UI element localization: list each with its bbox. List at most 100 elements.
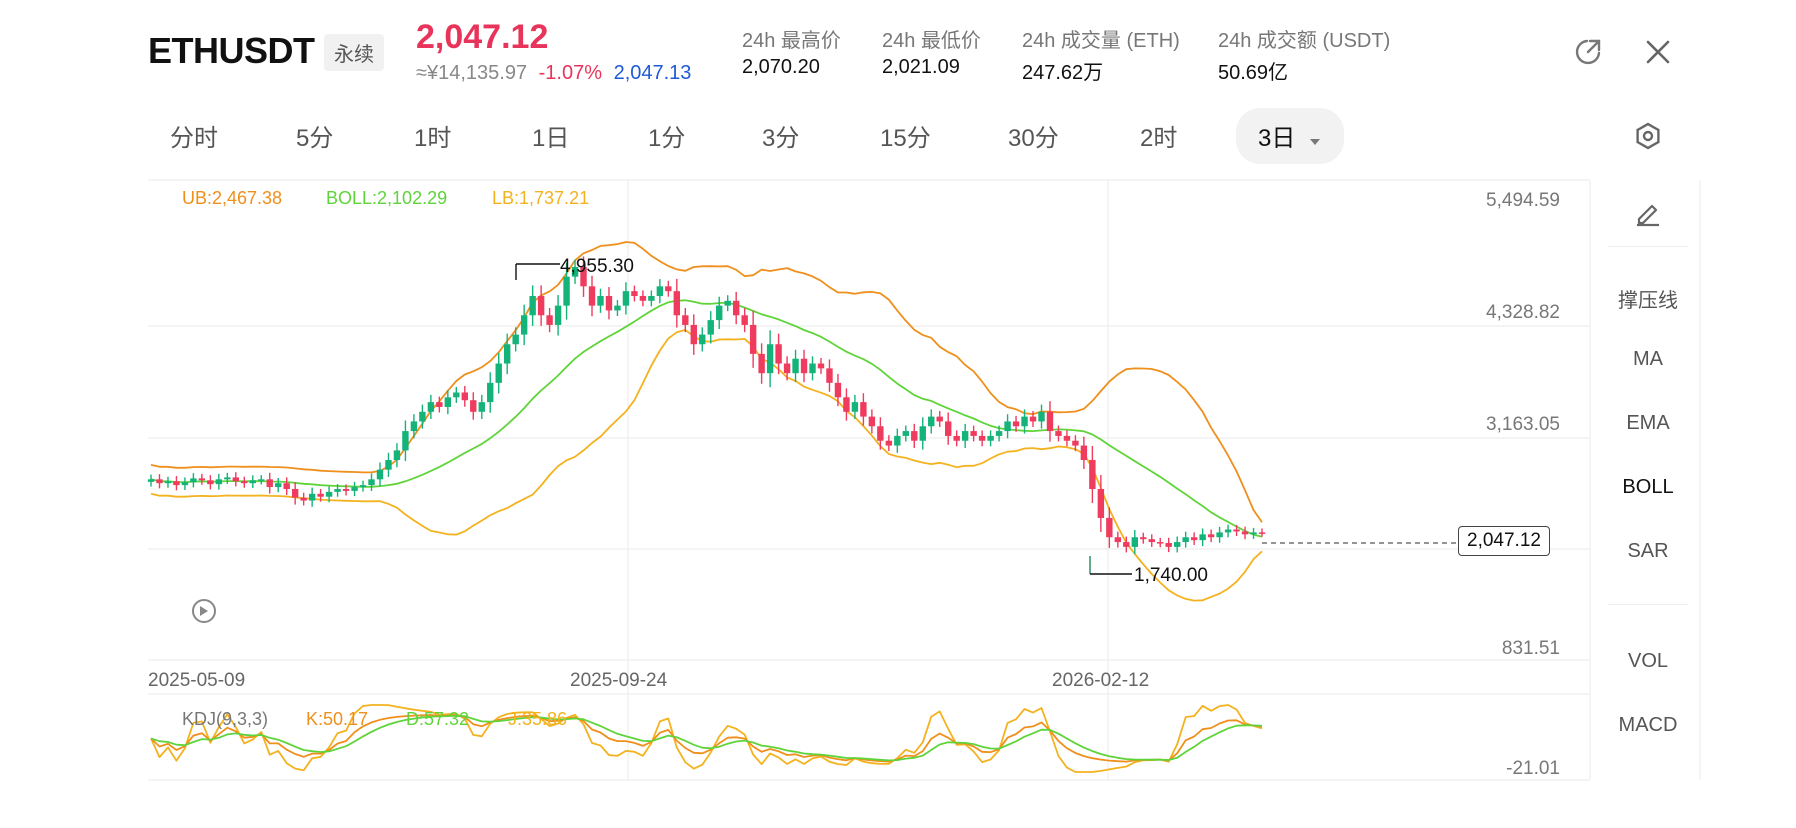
tab-timeframe-15m[interactable]: 15分: [880, 125, 931, 152]
divider: [1608, 604, 1688, 605]
candle-down: [1097, 488, 1105, 518]
candle-down: [868, 416, 876, 427]
kdj-j-label: J:35.86: [508, 709, 568, 729]
stat-label-volume: 24h 成交量 (ETH): [1022, 30, 1180, 52]
x-axis-label: 2026-02-12: [1052, 670, 1150, 691]
candle-down: [436, 402, 443, 407]
kdj-j-line: [150, 704, 1263, 773]
candle-down: [741, 315, 748, 325]
kdj-d-line: [150, 714, 1263, 762]
kdj-d-label: D:57.32: [406, 709, 470, 729]
candle-up: [919, 426, 926, 441]
candle-up: [478, 402, 485, 412]
candle-up: [359, 485, 367, 488]
candle-up: [563, 276, 570, 306]
candle-up: [402, 431, 409, 451]
candle-up: [308, 493, 316, 501]
candle-down: [1055, 431, 1062, 436]
y-axis-label: 3,163.05: [1486, 414, 1560, 435]
candle-down: [877, 426, 884, 441]
high-marker: 4,955.30: [515, 256, 634, 280]
candle-up: [181, 482, 189, 486]
tab-timeframe-1h[interactable]: 1时: [414, 125, 452, 152]
candle-up: [1182, 537, 1189, 543]
tab-timeframe-3m[interactable]: 3分: [762, 125, 800, 152]
candle-down: [953, 435, 960, 441]
candle-up: [987, 435, 994, 441]
candle-up: [1021, 416, 1028, 427]
watermark-icon: [192, 599, 216, 623]
candle-down: [605, 295, 613, 311]
side-item-boll[interactable]: BOLL: [1622, 476, 1674, 498]
candle-up: [1250, 532, 1257, 535]
kdj-name-label: KDJ(9,3,3): [182, 709, 269, 729]
tab-timeframe-1d[interactable]: 1日: [532, 125, 570, 152]
boll-upper-line: [150, 241, 1263, 523]
y-axis-label: 831.51: [1501, 638, 1560, 659]
candle-up: [716, 305, 723, 321]
candle-down: [970, 431, 977, 436]
side-item-ema[interactable]: EMA: [1626, 412, 1670, 434]
x-axis-label: 2025-05-09: [148, 670, 246, 691]
candle-down: [690, 324, 697, 345]
candle-down: [1063, 435, 1071, 441]
candle-down: [1233, 529, 1240, 532]
last-price: 2,047.12: [416, 18, 549, 56]
candle-down: [1123, 542, 1130, 547]
stat-value-volume: 247.62万: [1022, 62, 1104, 84]
tab-timeframe-5m[interactable]: 5分: [296, 125, 334, 152]
candle-down: [1080, 445, 1088, 461]
draw-pencil-icon[interactable]: [1630, 194, 1666, 230]
tab-timeframe-1m[interactable]: 1分: [648, 125, 686, 152]
indicator-side-panel: 撑压线 MA EMA BOLL SAR VOL MACD: [1598, 180, 1698, 780]
open-external-icon[interactable]: [1570, 34, 1606, 70]
candle-down: [1165, 543, 1172, 547]
side-item-sar[interactable]: SAR: [1627, 540, 1669, 562]
stat-label-turnover: 24h 成交额 (USDT): [1218, 30, 1391, 52]
candle-down: [911, 431, 918, 441]
change-percent: -1.07%: [538, 62, 603, 84]
candle-up: [495, 363, 502, 383]
candle-up: [385, 460, 392, 470]
candle-up: [275, 483, 282, 488]
candle-up: [707, 320, 714, 335]
candle-up: [902, 431, 910, 436]
candle-up: [258, 479, 265, 481]
tab-timeframe-3d-label: 3日: [1258, 125, 1296, 152]
side-item-ma[interactable]: MA: [1633, 348, 1663, 370]
candle-up: [487, 382, 494, 403]
candle-down: [1029, 416, 1037, 422]
candle-up: [224, 477, 231, 480]
candle-down: [758, 353, 765, 374]
candle-up: [622, 291, 630, 306]
chart-frame: [148, 179, 1701, 781]
candle-down: [291, 488, 299, 498]
stat-value-turnover: 50.69亿: [1218, 62, 1289, 84]
price-subline: ≈¥14,135.97 -1.07% 2,047.13: [416, 62, 697, 85]
tab-timeframe-2h[interactable]: 2时: [1140, 125, 1178, 152]
side-item-macd[interactable]: MACD: [1618, 714, 1678, 736]
tab-timeframe-30m[interactable]: 30分: [1008, 125, 1059, 152]
low-marker-label: 1,740.00: [1134, 565, 1208, 586]
candle-down: [665, 286, 672, 292]
candle-down: [207, 480, 214, 485]
candle-down: [1012, 421, 1020, 427]
tab-timeframe-3d[interactable]: 3日: [1236, 108, 1345, 164]
candle-down: [470, 400, 477, 412]
tab-timeframe-line[interactable]: 分时: [170, 125, 218, 152]
boll-middle-line: [150, 299, 1263, 538]
mark-price: 2,047.13: [613, 62, 692, 84]
boll-mid-label: BOLL:2,102.29: [326, 188, 448, 208]
side-item-support-resistance[interactable]: 撑压线: [1618, 290, 1678, 312]
candle-down: [342, 488, 350, 491]
candle-up: [792, 358, 799, 374]
settings-icon[interactable]: [1630, 118, 1666, 154]
close-icon[interactable]: [1640, 34, 1676, 70]
side-item-vol[interactable]: VOL: [1627, 650, 1669, 672]
candle-down: [978, 435, 986, 441]
contract-type-badge: 永续: [324, 34, 384, 71]
candle-down: [461, 392, 468, 401]
candle-up: [597, 295, 604, 306]
candle-up: [648, 295, 655, 301]
